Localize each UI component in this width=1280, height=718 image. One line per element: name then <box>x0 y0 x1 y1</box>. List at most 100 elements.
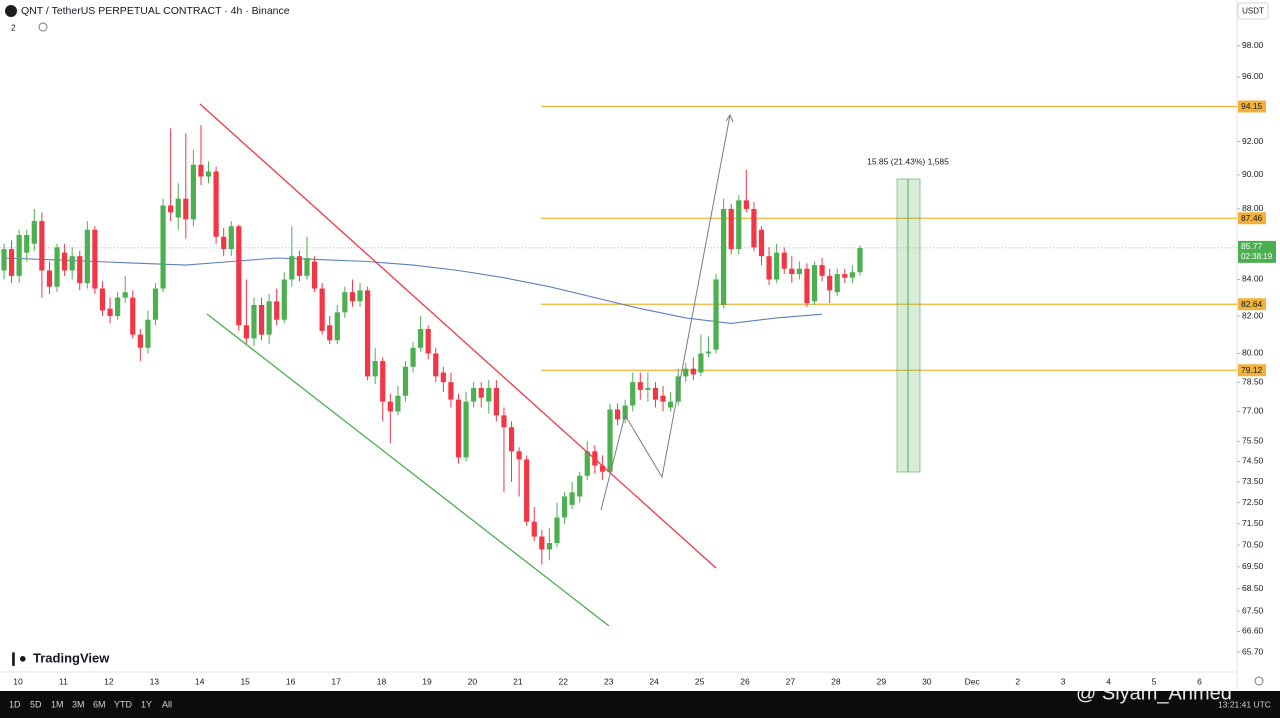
range-button[interactable]: 6M <box>93 699 106 709</box>
last-price-tag <box>1238 240 1276 263</box>
candle-body <box>183 198 189 220</box>
candle-body <box>175 198 181 218</box>
candle-body <box>728 208 734 250</box>
candle-body <box>539 536 545 550</box>
candle-body <box>607 409 613 472</box>
level-label: 82.64 <box>1241 299 1263 309</box>
brand: TradingView <box>33 650 110 665</box>
range-button[interactable]: 3M <box>72 699 85 709</box>
y-tick-label: 75.50 <box>1242 436 1264 446</box>
range-button[interactable]: 1D <box>9 699 21 709</box>
candle-body <box>54 247 60 287</box>
candle-body <box>152 288 159 320</box>
x-tick-label: 22 <box>559 676 569 686</box>
x-tick-label: 10 <box>13 676 23 686</box>
candle-body <box>774 252 780 280</box>
x-tick-label: 11 <box>59 676 68 686</box>
currency[interactable]: USDT <box>1242 7 1264 16</box>
candle-body <box>62 252 68 271</box>
x-tick-label: 19 <box>422 676 432 686</box>
candle-body <box>766 256 772 280</box>
y-tick-label: 68.50 <box>1242 583 1264 593</box>
x-tick-label: 18 <box>377 676 387 686</box>
candle-body <box>16 235 22 276</box>
candle-body <box>281 279 287 320</box>
candle-body <box>455 399 462 458</box>
toolbar <box>0 691 1280 718</box>
axis-settings-icon[interactable] <box>1254 676 1264 686</box>
candle-body <box>387 401 393 412</box>
candle-body <box>380 361 386 402</box>
x-tick-label: 21 <box>513 676 523 686</box>
candle-body <box>115 297 121 317</box>
candle-body <box>137 334 143 348</box>
candle-body <box>652 387 659 400</box>
candle-body <box>614 409 621 420</box>
candle-body <box>751 208 757 248</box>
candle-body <box>372 361 378 377</box>
candle-body <box>440 372 446 383</box>
y-tick-label: 71.50 <box>1242 518 1264 528</box>
candle-body <box>274 301 280 320</box>
x-tick-label: 28 <box>831 676 841 686</box>
x-tick-label: 14 <box>195 676 205 686</box>
candle-body <box>46 270 53 287</box>
indicator-count[interactable]: 2 <box>11 22 16 32</box>
level-label: 87.46 <box>1241 213 1263 223</box>
x-tick-label: Dec <box>965 676 981 686</box>
range-button[interactable]: 5D <box>30 699 42 709</box>
level-tag <box>1238 212 1266 225</box>
candle-body <box>736 200 742 250</box>
level-label: 94.15 <box>1241 101 1263 111</box>
x-tick-label: 15 <box>240 676 250 686</box>
range-button[interactable]: 1M <box>51 699 64 709</box>
candle-body <box>645 387 651 390</box>
candle-body <box>448 382 454 400</box>
y-tick-label: 80.00 <box>1242 348 1264 358</box>
candle-body <box>531 521 537 537</box>
candle-body <box>827 275 833 291</box>
y-tick-label: 77.00 <box>1242 406 1264 416</box>
candle-body <box>349 292 356 302</box>
x-tick-label: 23 <box>604 676 614 686</box>
candle-body <box>637 382 643 390</box>
candle-body <box>107 308 113 317</box>
range-button[interactable]: YTD <box>114 699 133 709</box>
candle-body <box>683 368 689 377</box>
candle-body <box>228 226 234 250</box>
y-tick-label: 72.50 <box>1242 497 1264 507</box>
candle-body <box>418 329 424 348</box>
candle-body <box>130 297 136 335</box>
support-trendline <box>206 313 610 627</box>
candle-body <box>304 257 310 276</box>
candle-body <box>425 329 431 354</box>
candle-body <box>266 301 272 335</box>
range-button[interactable]: 1Y <box>141 699 152 709</box>
candle-body <box>8 249 15 276</box>
y-tick-label: 65.70 <box>1242 646 1264 656</box>
candle-body <box>842 274 848 278</box>
candle-body <box>698 353 704 373</box>
candle-body <box>781 252 787 269</box>
candle-body <box>221 236 227 250</box>
candle-body <box>705 351 712 354</box>
candle-body <box>849 272 855 278</box>
range-button[interactable]: All <box>162 699 172 709</box>
x-tick-label: 25 <box>695 676 705 686</box>
candle-body <box>402 366 409 396</box>
candle-body <box>99 288 106 311</box>
candle-body <box>236 226 242 326</box>
candle-body <box>319 288 325 331</box>
candle-body <box>357 290 363 302</box>
x-tick-label: 24 <box>649 676 659 686</box>
settings-icon[interactable] <box>38 22 48 32</box>
y-tick-label: 84.00 <box>1242 274 1264 284</box>
candle-body <box>365 290 371 377</box>
currency-box[interactable] <box>1237 2 1269 20</box>
candle-body <box>478 387 484 398</box>
candle-body <box>577 475 583 497</box>
projection-arrowhead <box>725 113 734 123</box>
x-tick-label: 13 <box>150 676 160 686</box>
